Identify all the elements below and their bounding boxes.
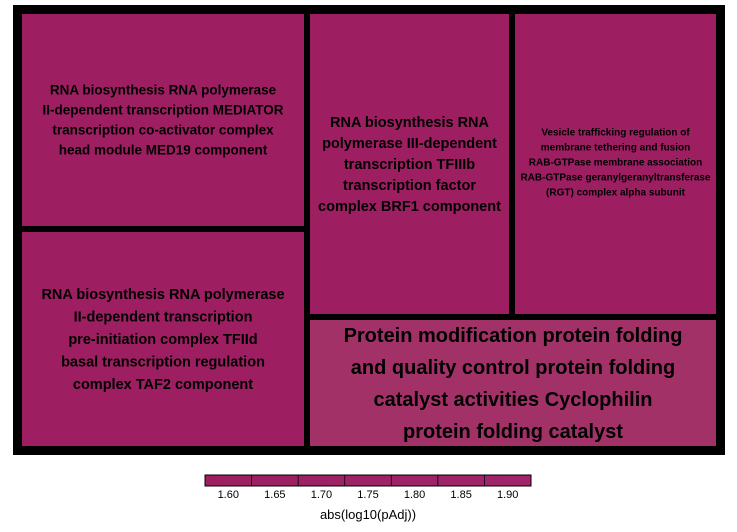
legend-tick-label: 1.60 (218, 489, 239, 501)
color-legend: 1.60 1.65 1.70 1.75 1.80 1.85 1.90 abs(log10(pA… (204, 474, 532, 522)
treemap-frame (13, 5, 725, 455)
legend-tick-label: 1.65 (264, 489, 285, 501)
legend-title: abs(log10(pAdj)) (320, 507, 416, 522)
tile-label-line: membrane tethering and fusion (541, 143, 690, 154)
tile-label-line: RNA biosynthesis RNA polymerase (50, 83, 277, 98)
legend-colorbar (204, 474, 532, 487)
tile-label-line: basal transcription regulation (61, 355, 265, 371)
treemap-tiles: RNA biosynthesis RNA polymerase II-depend… (13, 5, 725, 455)
tile-label-line: catalyst activities Cyclophilin (374, 389, 653, 411)
tile-label-line: RAB-GTPase geranylgeranyltransferase (520, 173, 711, 184)
tile-label-line: II-dependent transcription MEDIATOR (42, 103, 283, 118)
legend-tick-label: 1.90 (497, 489, 518, 501)
tile-label-line: complex BRF1 component (318, 199, 501, 215)
tile-label-line: protein folding catalyst (403, 421, 623, 443)
legend-tick-label: 1.80 (404, 489, 425, 501)
tile-label-line: and quality control protein folding (351, 357, 675, 379)
tile-rect (16, 8, 310, 232)
tile-label-line: transcription factor (343, 178, 476, 194)
tile-label-line: II-dependent transcription (74, 310, 253, 326)
treemap-tile: RNA biosynthesis RNA polymerase III-depen… (304, 8, 515, 320)
tile-label-line: head module MED19 component (59, 143, 268, 158)
treemap-tile: Vesicle trafficking regulation of membran… (509, 8, 722, 320)
legend-tick-label: 1.70 (311, 489, 332, 501)
tile-label-line: (RGT) complex alpha subunit (546, 188, 686, 199)
tile-label-line: transcription co-activator complex (52, 123, 274, 138)
treemap-tile: Protein modification protein folding and … (304, 314, 722, 452)
tile-label-line: transcription TFIIIb (344, 157, 475, 173)
tile-label-line: RNA biosynthesis RNA polymerase (41, 287, 284, 303)
tile-label-line: Vesicle trafficking regulation of (541, 128, 690, 139)
tile-label-line: RAB-GTPase membrane association (529, 158, 702, 169)
tile-label-line: polymerase III-dependent (322, 136, 497, 152)
tile-label-line: complex TAF2 component (73, 377, 253, 393)
tile-label-line: RNA biosynthesis RNA (330, 115, 490, 131)
treemap-tile: RNA biosynthesis RNA polymerase II-depend… (16, 226, 310, 452)
tile-label-line: Protein modification protein folding (344, 325, 683, 347)
tile-rect (304, 8, 515, 320)
legend-tick-label: 1.85 (450, 489, 471, 501)
treemap-tile: RNA biosynthesis RNA polymerase II-depend… (16, 8, 310, 232)
legend-tick-label: 1.75 (357, 489, 378, 501)
tile-label-line: pre-initiation complex TFIId (68, 332, 257, 348)
